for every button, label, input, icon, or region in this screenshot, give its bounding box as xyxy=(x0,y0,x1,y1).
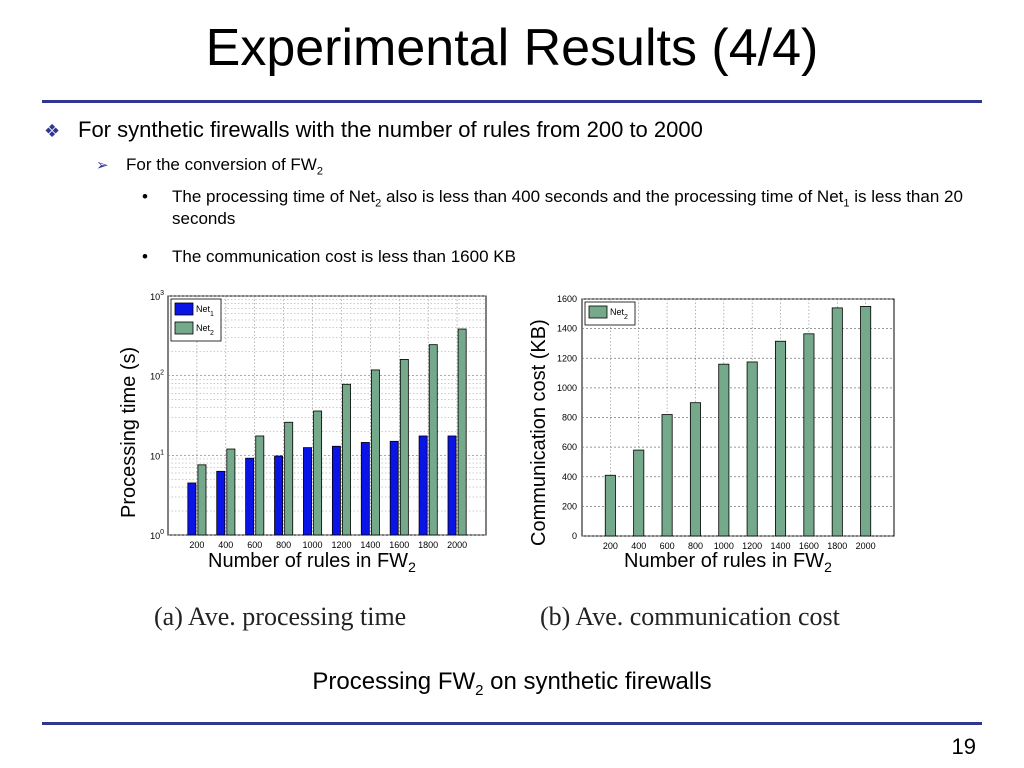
bullet-level-3-processing-text: The processing time of Net2 also is less… xyxy=(172,187,963,228)
bar-net1-1800 xyxy=(418,435,428,536)
communication-cost-chart-svg: 0 200 400 600 800 1000 1200 1400 1600 200 400 600 80… xyxy=(557,294,895,551)
x-tick-label: 1000 xyxy=(714,541,734,551)
communication-cost-chart: 0 200 400 600 800 1000 1200 1400 1600 200 400 600 80… xyxy=(526,282,906,582)
bar-net1-1000 xyxy=(303,447,312,536)
bar-net2-400 xyxy=(226,448,236,536)
subfigure-caption-a: (a) Ave. processing time xyxy=(154,602,407,631)
bar-net2-1200 xyxy=(342,383,351,536)
communication-cost-x-axis-label: Number of rules in FW2 xyxy=(624,550,832,575)
x-tick-label: 1600 xyxy=(799,541,819,551)
bullet-level-3-communication-text: The communication cost is less than 1600… xyxy=(172,247,516,266)
legend-swatch xyxy=(588,305,608,319)
bar-net2-1800 xyxy=(428,344,438,536)
x-tick-label: 800 xyxy=(688,541,703,551)
x-tick-label: 2000 xyxy=(447,540,467,550)
legend-label: Net2 xyxy=(610,307,628,321)
bar-net1-2000 xyxy=(447,435,457,536)
x-tick-label: 400 xyxy=(218,540,233,550)
y-tick-label: 400 xyxy=(562,472,577,482)
dot-bullet-icon: • xyxy=(142,187,148,206)
x-tick-label: 600 xyxy=(247,540,262,550)
y-tick-label: 200 xyxy=(562,501,577,511)
bar-net1-1200 xyxy=(331,445,341,536)
x-tick-label: 2000 xyxy=(856,541,876,551)
bar-net2-200 xyxy=(197,464,207,536)
communication-cost-y-axis-label: Communication cost (KB) xyxy=(528,319,550,546)
y-tick-label: 1400 xyxy=(557,324,577,334)
x-tick-label: 1800 xyxy=(827,541,847,551)
bar-net2-800 xyxy=(284,421,294,536)
y-tick-label: 100 xyxy=(150,529,164,541)
bullet-level-2: ➢ For the conversion of FW2 xyxy=(96,154,323,177)
y-tick-label: 103 xyxy=(150,290,164,302)
bullet-level-3-communication: • The communication cost is less than 16… xyxy=(142,246,1008,268)
x-tick-label: 1600 xyxy=(389,540,409,550)
x-tick-label: 400 xyxy=(631,541,646,551)
bar-net2-600 xyxy=(661,414,673,537)
slide-title: Experimental Results (4/4) xyxy=(205,19,819,77)
bar-net2-1000 xyxy=(718,363,730,537)
legend-label: Net1 xyxy=(196,304,214,318)
legend-label: Net2 xyxy=(196,323,214,337)
y-tick-label: 1000 xyxy=(557,383,577,393)
dot-bullet-icon: • xyxy=(142,247,148,266)
y-tick-label: 101 xyxy=(150,449,164,461)
bullet-level-3-processing: • The processing time of Net2 also is le… xyxy=(142,186,1008,230)
x-tick-label: 1400 xyxy=(771,541,791,551)
y-tick-label: 102 xyxy=(150,370,164,382)
y-tick-label: 0 xyxy=(572,531,577,541)
bar-net2-2000 xyxy=(457,328,467,536)
x-tick-label: 200 xyxy=(189,540,204,550)
processing-time-chart-svg: 100 101 102 103 200 400 600 800 1000 1200 1400 1600… xyxy=(150,290,487,550)
bar-net2-1800 xyxy=(831,307,843,537)
arrow-bullet-icon: ➢ xyxy=(96,157,109,174)
y-tick-label: 600 xyxy=(562,442,577,452)
page-number: 19 xyxy=(951,734,976,759)
bar-net2-1400 xyxy=(775,340,787,537)
bar-net2-600 xyxy=(255,435,265,536)
processing-time-chart: 100 101 102 103 200 400 600 800 1000 1200 1400 1600… xyxy=(116,282,496,582)
x-tick-label: 1200 xyxy=(742,541,762,551)
bar-net2-2000 xyxy=(860,306,872,537)
x-tick-label: 1400 xyxy=(360,540,380,550)
bullet-level-1-text: For synthetic firewalls with the number … xyxy=(78,117,703,142)
bar-net2-400 xyxy=(633,449,645,537)
bar-net2-1200 xyxy=(746,361,758,537)
processing-time-x-axis-label: Number of rules in FW2 xyxy=(208,550,416,575)
bar-net2-1000 xyxy=(313,410,323,536)
footer-divider xyxy=(42,722,982,725)
bar-net1-1600 xyxy=(389,440,399,536)
x-tick-label: 200 xyxy=(603,541,618,551)
x-tick-label: 1800 xyxy=(418,540,438,550)
y-tick-label: 1600 xyxy=(557,294,577,304)
bar-net1-1400 xyxy=(360,442,370,536)
diamond-bullet-icon: ❖ xyxy=(44,121,61,141)
processing-time-y-axis-label: Processing time (s) xyxy=(118,346,140,518)
x-tick-label: 600 xyxy=(660,541,675,551)
bar-net2-1600 xyxy=(399,359,409,536)
figure-caption: Processing FW2 on synthetic firewalls xyxy=(312,668,712,699)
y-tick-label: 1200 xyxy=(557,353,577,363)
x-tick-label: 1200 xyxy=(331,540,351,550)
bar-net2-1400 xyxy=(370,369,380,536)
subfigure-caption-b: (b) Ave. communication cost xyxy=(540,602,840,631)
x-tick-label: 800 xyxy=(276,540,291,550)
title-divider xyxy=(42,100,982,103)
bar-net2-800 xyxy=(689,402,701,537)
bar-net1-800 xyxy=(274,455,284,536)
bar-net1-600 xyxy=(245,457,255,536)
x-tick-label: 1000 xyxy=(303,540,323,550)
bullet-level-1: ❖ For synthetic firewalls with the number… xyxy=(44,116,703,145)
bullet-level-2-text: For the conversion of FW xyxy=(126,155,317,174)
bullet-level-2-subscript: 2 xyxy=(316,165,323,178)
bar-net2-200 xyxy=(604,474,616,537)
bar-net1-200 xyxy=(187,482,197,536)
bar-net2-1600 xyxy=(803,333,815,537)
legend-swatch xyxy=(174,302,194,316)
bar-net1-400 xyxy=(216,470,226,536)
y-tick-label: 800 xyxy=(562,413,577,423)
legend-swatch xyxy=(174,321,194,335)
